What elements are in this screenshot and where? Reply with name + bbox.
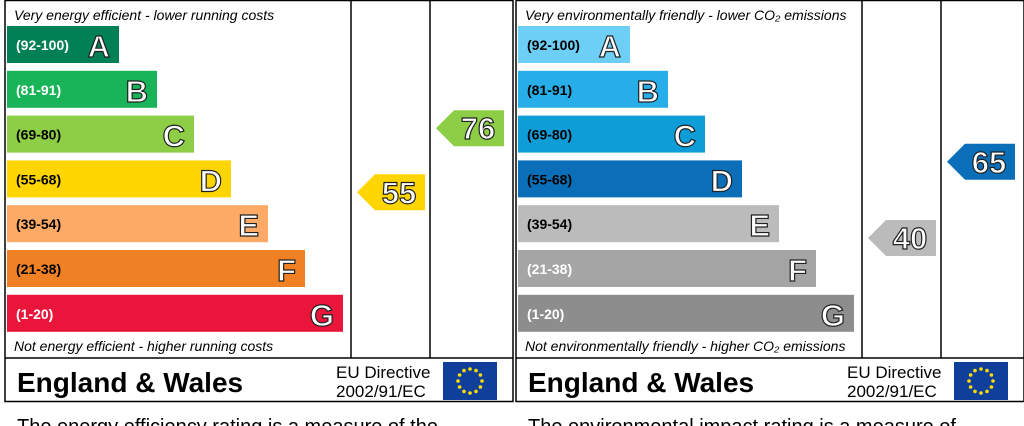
eu-star xyxy=(989,385,994,389)
rating-band xyxy=(518,115,705,153)
rating-band xyxy=(7,115,194,153)
rating-band xyxy=(7,70,157,108)
eu-star xyxy=(457,373,462,377)
band-letter: A xyxy=(599,29,621,64)
eu-star xyxy=(968,373,973,377)
band-letter: B xyxy=(637,74,659,109)
top-note: Very energy efficient - lower running co… xyxy=(14,7,274,23)
eu-star xyxy=(979,367,983,371)
footer-text: The environmental impact rating is a mea… xyxy=(528,416,956,426)
rating-arrow xyxy=(357,174,425,211)
band-letter: A xyxy=(88,29,110,64)
eu-star xyxy=(468,391,472,395)
eu-star xyxy=(474,368,478,373)
band-range: (92-100) xyxy=(16,37,69,53)
rating-arrow xyxy=(436,110,504,147)
band-range: (81-91) xyxy=(16,82,61,98)
band-letter: G xyxy=(310,298,334,333)
eu-star xyxy=(973,389,977,394)
band-range: (1-20) xyxy=(16,306,53,322)
directive: EU Directive xyxy=(847,363,941,382)
band-range: (1-20) xyxy=(527,306,564,322)
eu-star xyxy=(478,385,483,389)
band-range: (39-54) xyxy=(527,216,572,232)
bottom-note: Not environmentally friendly - higher CO… xyxy=(525,338,845,354)
directive: 2002/91/EC xyxy=(336,382,426,401)
rating-value: 55 xyxy=(382,175,416,210)
directive: 2002/91/EC xyxy=(847,382,937,401)
band-range: (55-68) xyxy=(16,171,61,187)
eu-star xyxy=(480,379,484,383)
region: England & Wales xyxy=(17,367,243,398)
eu-star xyxy=(478,373,483,377)
rating-band xyxy=(7,294,343,332)
band-letter: F xyxy=(277,253,296,288)
rating-arrow xyxy=(947,143,1015,180)
panel-border xyxy=(4,0,514,403)
rating-band xyxy=(7,26,119,63)
rating-band xyxy=(518,26,630,63)
rating-value: 40 xyxy=(893,221,927,256)
band-range: (69-80) xyxy=(16,127,61,143)
eu-star xyxy=(468,367,472,371)
rating-value: 76 xyxy=(461,111,495,146)
band-letter: B xyxy=(126,74,148,109)
band-letter: G xyxy=(821,298,845,333)
eu-star xyxy=(457,385,462,389)
footer-text: The energy efficiency rating is a measur… xyxy=(17,416,438,426)
eu-star xyxy=(973,368,977,373)
band-letter: C xyxy=(163,119,185,154)
directive: EU Directive xyxy=(336,363,430,382)
eu-star xyxy=(991,379,995,383)
eu-star xyxy=(985,389,989,394)
eu-star xyxy=(979,391,983,395)
band-letter: E xyxy=(749,208,770,243)
rating-band xyxy=(518,250,816,287)
eu-star xyxy=(985,368,989,373)
rating-band xyxy=(7,160,231,198)
eu-star xyxy=(967,379,971,383)
rating-value: 65 xyxy=(972,145,1006,180)
eu-star xyxy=(462,389,466,394)
rating-band xyxy=(518,205,779,243)
band-letter: D xyxy=(711,163,733,198)
band-range: (69-80) xyxy=(527,127,572,143)
eu-star xyxy=(462,368,466,373)
eu-star xyxy=(456,379,460,383)
rating-band xyxy=(518,70,668,108)
rating-arrow xyxy=(868,220,936,256)
band-range: (55-68) xyxy=(527,171,572,187)
eu-star xyxy=(474,389,478,394)
band-range: (81-91) xyxy=(527,82,572,98)
band-range: (92-100) xyxy=(527,37,580,53)
eu-star xyxy=(968,385,973,389)
rating-band xyxy=(7,205,268,243)
band-letter: D xyxy=(200,163,222,198)
top-note: Very environmentally friendly - lower CO… xyxy=(525,7,846,23)
band-letter: C xyxy=(674,119,696,154)
bottom-note: Not energy efficient - higher running co… xyxy=(14,338,273,354)
eu-star xyxy=(989,373,994,377)
band-range: (21-38) xyxy=(527,261,572,277)
region: England & Wales xyxy=(528,367,754,398)
band-letter: E xyxy=(238,208,259,243)
panel-border xyxy=(515,0,1024,403)
rating-band xyxy=(518,160,742,198)
rating-band xyxy=(7,250,305,287)
rating-band xyxy=(518,294,854,332)
band-range: (39-54) xyxy=(16,216,61,232)
band-letter: F xyxy=(788,253,807,288)
band-range: (21-38) xyxy=(16,261,61,277)
